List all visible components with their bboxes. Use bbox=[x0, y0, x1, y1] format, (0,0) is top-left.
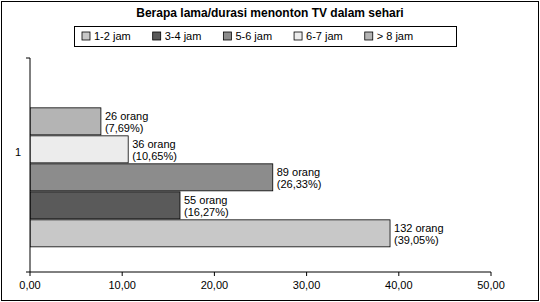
data-label-line: (26,33%) bbox=[277, 178, 322, 190]
chart-frame bbox=[2, 2, 539, 301]
legend-swatch bbox=[82, 32, 90, 40]
y-tick bbox=[26, 58, 30, 59]
y-axis bbox=[30, 58, 31, 272]
bar bbox=[30, 164, 273, 191]
x-tick bbox=[398, 272, 399, 276]
data-label-line: 36 orang bbox=[132, 138, 175, 150]
bars bbox=[30, 108, 390, 247]
data-label-line: (16,27%) bbox=[184, 206, 229, 218]
x-tick bbox=[30, 272, 31, 276]
data-label-line: 55 orang bbox=[184, 194, 227, 206]
x-tick-label: 30,00 bbox=[293, 279, 321, 291]
bar bbox=[30, 108, 101, 135]
bar bbox=[30, 192, 180, 219]
x-tick-label: 20,00 bbox=[201, 279, 229, 291]
x-tick-label: 40,00 bbox=[385, 279, 413, 291]
bar bbox=[30, 220, 390, 247]
y-tick bbox=[26, 272, 30, 273]
legend-swatch bbox=[223, 32, 231, 40]
data-label: 36 orang(10,65%) bbox=[132, 138, 177, 162]
category-label: 1 bbox=[15, 146, 21, 158]
x-tick bbox=[306, 272, 307, 276]
legend-label: 3-4 jam bbox=[165, 30, 202, 42]
x-tick bbox=[122, 272, 123, 276]
data-label: 26 orang(7,69%) bbox=[105, 110, 148, 134]
data-label-line: 26 orang bbox=[105, 110, 148, 122]
x-axis bbox=[30, 272, 491, 273]
x-tick-label: 0,00 bbox=[19, 279, 40, 291]
data-label: 89 orang(26,33%) bbox=[277, 166, 322, 190]
x-tick-label: 10,00 bbox=[108, 279, 136, 291]
legend-label: > 8 jam bbox=[377, 30, 413, 42]
data-labels: 132 orang(39,05%) 55 orang(16,27%) 89 oran… bbox=[105, 110, 444, 246]
bar bbox=[30, 136, 128, 163]
data-label-line: (7,69%) bbox=[105, 122, 144, 134]
title: Berapa lama/durasi menonton TV dalam seh… bbox=[136, 6, 403, 20]
legend-swatch bbox=[365, 32, 373, 40]
data-label: 55 orang(16,27%) bbox=[184, 194, 229, 218]
x-tick-label: 50,00 bbox=[477, 279, 505, 291]
legend: 1-2 jam 3-4 jam 5-6 jam 6-7 jam > 8 jam bbox=[75, 27, 457, 47]
data-label-line: (10,65%) bbox=[132, 150, 177, 162]
data-label-line: 89 orang bbox=[277, 166, 320, 178]
chart: Berapa lama/durasi menonton TV dalam seh… bbox=[0, 0, 540, 302]
data-label: 132 orang(39,05%) bbox=[394, 222, 444, 246]
legend-label: 5-6 jam bbox=[235, 30, 272, 42]
data-label-line: 132 orang bbox=[394, 222, 444, 234]
legend-label: 6-7 jam bbox=[306, 30, 343, 42]
legend-swatch bbox=[294, 32, 302, 40]
legend-swatch bbox=[153, 32, 161, 40]
x-tick bbox=[491, 272, 492, 276]
x-tick bbox=[214, 272, 215, 276]
data-label-line: (39,05%) bbox=[394, 234, 439, 246]
legend-label: 1-2 jam bbox=[94, 30, 131, 42]
legend-box bbox=[75, 27, 457, 47]
